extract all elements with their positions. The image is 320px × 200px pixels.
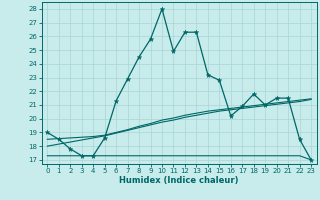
X-axis label: Humidex (Indice chaleur): Humidex (Indice chaleur) bbox=[119, 176, 239, 185]
